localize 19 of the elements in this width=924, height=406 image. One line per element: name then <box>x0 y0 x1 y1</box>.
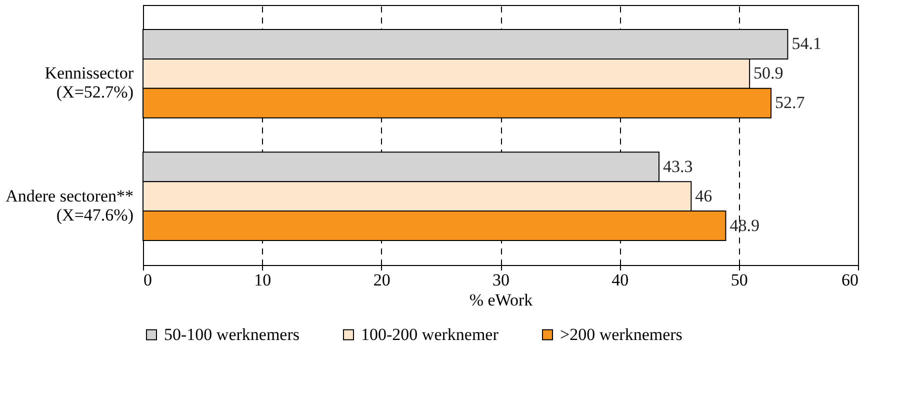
x-tick-label: 10 <box>254 270 272 290</box>
x-tick-label: 40 <box>612 270 629 290</box>
data-label: 50.9 <box>754 64 784 83</box>
data-label: 54.1 <box>792 34 822 54</box>
data-label: 48.9 <box>730 216 760 235</box>
data-label: 46 <box>695 186 712 206</box>
x-tick-label: 30 <box>492 270 510 290</box>
x-axis-title: % eWork <box>469 290 534 310</box>
y-tick-label: Andere sectoren** (X=47.6%) <box>6 186 134 224</box>
x-tick-label: 0 <box>144 270 152 290</box>
data-label: 52.7 <box>775 93 806 112</box>
legend-label: 50-100 werknemers <box>164 324 300 344</box>
legend-label: >200 werknemers <box>560 324 682 344</box>
x-tick-label: 20 <box>373 270 390 290</box>
x-tick-label: 60 <box>842 270 858 290</box>
x-tick-label: 50 <box>730 270 748 290</box>
data-label: 43.3 <box>662 156 693 176</box>
legend-label: 100-200 werknemer <box>361 324 499 344</box>
y-tick-label: Kennissector (X=52.7%) <box>44 64 134 102</box>
